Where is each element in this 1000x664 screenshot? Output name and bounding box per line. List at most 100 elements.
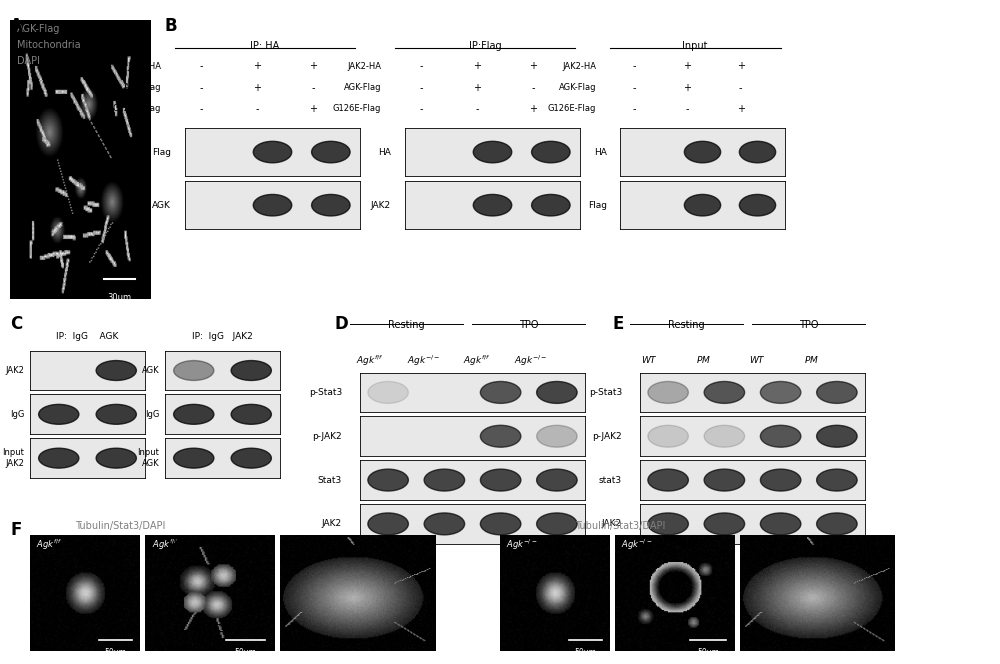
Ellipse shape [96, 404, 136, 424]
Text: -: - [311, 82, 315, 93]
Ellipse shape [174, 404, 214, 424]
Text: +: + [309, 61, 317, 72]
Text: -: - [199, 82, 203, 93]
Text: Resting: Resting [388, 320, 425, 330]
Text: Resting: Resting [668, 320, 705, 330]
Text: DAPI: DAPI [17, 56, 40, 66]
Text: $PM$: $PM$ [696, 354, 711, 365]
Ellipse shape [174, 448, 214, 468]
Text: $Agk^{f/f}$: $Agk^{f/f}$ [356, 354, 383, 368]
Ellipse shape [174, 361, 214, 380]
Text: 50μm: 50μm [104, 648, 126, 657]
Text: $Agk^{-/-}$: $Agk^{-/-}$ [514, 354, 548, 368]
Ellipse shape [231, 361, 271, 380]
Text: HA: HA [594, 147, 607, 157]
Text: -: - [632, 104, 636, 114]
Ellipse shape [473, 195, 512, 216]
Ellipse shape [253, 195, 292, 216]
Ellipse shape [537, 513, 577, 535]
Ellipse shape [704, 513, 745, 535]
Ellipse shape [473, 141, 512, 163]
Ellipse shape [39, 404, 79, 424]
Text: p-JAK2: p-JAK2 [312, 432, 342, 441]
Ellipse shape [312, 195, 350, 216]
Text: Flag: Flag [588, 201, 607, 210]
Ellipse shape [424, 513, 465, 535]
Ellipse shape [368, 381, 408, 403]
Text: $Agk^{f/f}$: $Agk^{f/f}$ [152, 538, 177, 552]
Text: A: A [10, 17, 23, 35]
Text: Flag: Flag [152, 147, 171, 157]
Ellipse shape [760, 513, 801, 535]
Ellipse shape [253, 141, 292, 163]
Text: 未分化: 未分化 [556, 535, 574, 544]
Text: E: E [613, 315, 624, 333]
Ellipse shape [648, 513, 688, 535]
Ellipse shape [312, 141, 350, 163]
Text: $Agk^{-/-}$: $Agk^{-/-}$ [506, 538, 537, 552]
Text: $WT$: $WT$ [749, 354, 766, 365]
Text: +: + [309, 104, 317, 114]
Text: G126E-Flag: G126E-Flag [333, 104, 381, 114]
Text: -: - [199, 61, 203, 72]
Text: +: + [473, 82, 481, 93]
Text: $Agk^{-/-}$: $Agk^{-/-}$ [407, 354, 440, 368]
Text: TPO: TPO [799, 320, 818, 330]
Text: +: + [253, 61, 261, 72]
Text: G126E-Flag: G126E-Flag [548, 104, 596, 114]
Text: JAK2-HA: JAK2-HA [127, 62, 161, 71]
Ellipse shape [684, 195, 721, 216]
Text: AGK: AGK [142, 366, 159, 375]
Ellipse shape [532, 195, 570, 216]
Ellipse shape [537, 469, 577, 491]
Ellipse shape [648, 381, 688, 403]
Ellipse shape [739, 141, 776, 163]
Text: +: + [683, 82, 691, 93]
Text: C: C [10, 315, 22, 333]
Text: JAK2: JAK2 [5, 366, 24, 375]
Text: +: + [529, 61, 537, 72]
Text: JAK2-HA: JAK2-HA [562, 62, 596, 71]
Text: F: F [10, 521, 21, 539]
Ellipse shape [760, 381, 801, 403]
Text: 50μm: 50μm [235, 648, 257, 657]
Text: -: - [686, 104, 689, 114]
Text: IP:Flag: IP:Flag [469, 41, 501, 52]
Ellipse shape [96, 448, 136, 468]
Ellipse shape [480, 381, 521, 403]
Text: +: + [253, 82, 261, 93]
Text: -: - [475, 104, 479, 114]
Text: p-Stat3: p-Stat3 [309, 388, 342, 397]
Ellipse shape [760, 425, 801, 448]
Text: Input
AGK: Input AGK [137, 448, 159, 468]
Text: AGK: AGK [152, 201, 171, 210]
Text: p-JAK2: p-JAK2 [592, 432, 622, 441]
Text: Mitochondria: Mitochondria [17, 40, 81, 50]
Text: -: - [255, 104, 259, 114]
Ellipse shape [368, 513, 408, 535]
Ellipse shape [648, 469, 688, 491]
Text: JAK2: JAK2 [371, 201, 391, 210]
Text: D: D [335, 315, 349, 333]
Text: +: + [529, 104, 537, 114]
Text: Tubulin/Stat3/DAPI: Tubulin/Stat3/DAPI [575, 521, 665, 531]
Text: JAK2: JAK2 [322, 519, 342, 529]
Text: -: - [632, 61, 636, 72]
Ellipse shape [704, 425, 745, 448]
Text: 未分化: 未分化 [66, 535, 84, 544]
Text: JAK2: JAK2 [602, 519, 622, 529]
Text: -: - [419, 104, 423, 114]
Ellipse shape [368, 469, 408, 491]
Ellipse shape [760, 469, 801, 491]
Text: 50μm: 50μm [697, 648, 719, 657]
Text: -: - [739, 82, 742, 93]
Ellipse shape [684, 141, 721, 163]
Text: IgG: IgG [10, 410, 24, 419]
Text: p-Stat3: p-Stat3 [589, 388, 622, 397]
Ellipse shape [704, 381, 745, 403]
Text: 分化: 分化 [669, 535, 681, 544]
Text: AGK-Flag: AGK-Flag [344, 83, 381, 92]
Ellipse shape [817, 425, 857, 448]
Text: IP:  IgG   JAK2: IP: IgG JAK2 [192, 331, 253, 341]
Ellipse shape [480, 425, 521, 448]
